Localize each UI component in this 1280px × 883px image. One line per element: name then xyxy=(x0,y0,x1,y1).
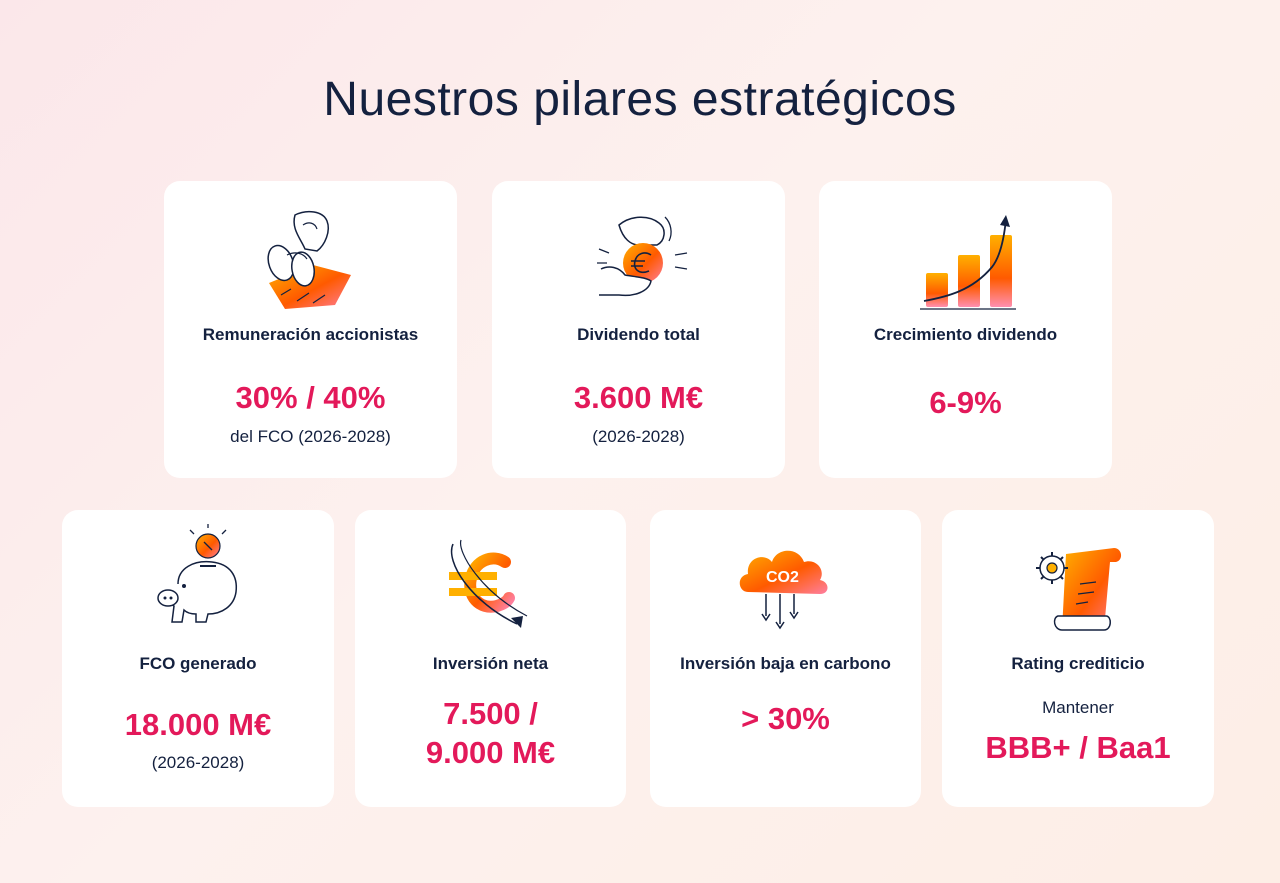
card-value-line2: 9.000 M€ xyxy=(425,735,556,770)
card-dividendo-total: Dividendo total 3.600 M€ (2026-2028) xyxy=(492,181,785,478)
beach-relax-icon xyxy=(266,210,351,309)
gear-document-icon xyxy=(1036,548,1122,631)
card-subtext: del FCO (2026-2028) xyxy=(230,427,391,446)
growth-bars-icon xyxy=(919,215,1016,310)
euro-orbit-icon xyxy=(448,539,527,628)
co2-cloud-icon: CO2 xyxy=(739,550,827,630)
card-label: FCO generado xyxy=(139,654,257,673)
co2-cloud-text: CO2 xyxy=(766,569,799,586)
card-value: 3.600 M€ xyxy=(573,380,704,415)
card-value: 6-9% xyxy=(929,385,1002,420)
hand-euro-coin-icon xyxy=(596,216,687,297)
piggy-bank-icon xyxy=(157,524,238,623)
card-inversion-neta: Inversión neta 7.500 / 9.000 M€ xyxy=(355,510,626,807)
card-value: 30% / 40% xyxy=(235,380,386,415)
card-value-line1: 7.500 / xyxy=(443,696,538,731)
card-pretext: Mantener xyxy=(1042,698,1114,717)
card-value: > 30% xyxy=(741,701,830,736)
card-crecimiento-dividendo: Crecimiento dividendo 6-9% xyxy=(819,181,1112,478)
card-remuneracion-accionistas: Remuneración accionistas 30% / 40% del F… xyxy=(164,181,457,478)
card-label: Rating crediticio xyxy=(1011,654,1145,673)
card-label: Inversión neta xyxy=(432,654,549,673)
card-inversion-baja-carbono: CO2 Inversión baja en carbono > 30% xyxy=(650,510,921,807)
card-rating-crediticio: Rating crediticio Mantener BBB+ / Baa1 xyxy=(942,510,1214,807)
card-fco-generado: FCO generado 18.000 M€ (2026-2028) xyxy=(62,510,334,807)
page-title: Nuestros pilares estratégicos xyxy=(323,73,957,126)
card-value: BBB+ / Baa1 xyxy=(985,730,1171,765)
card-label: Inversión baja en carbono xyxy=(680,654,891,673)
card-label: Remuneración accionistas xyxy=(202,325,419,344)
card-label: Dividendo total xyxy=(577,325,700,344)
card-subtext: (2026-2028) xyxy=(592,427,685,446)
card-label: Crecimiento dividendo xyxy=(873,325,1058,344)
card-subtext: (2026-2028) xyxy=(151,753,245,772)
card-value: 18.000 M€ xyxy=(124,707,272,742)
